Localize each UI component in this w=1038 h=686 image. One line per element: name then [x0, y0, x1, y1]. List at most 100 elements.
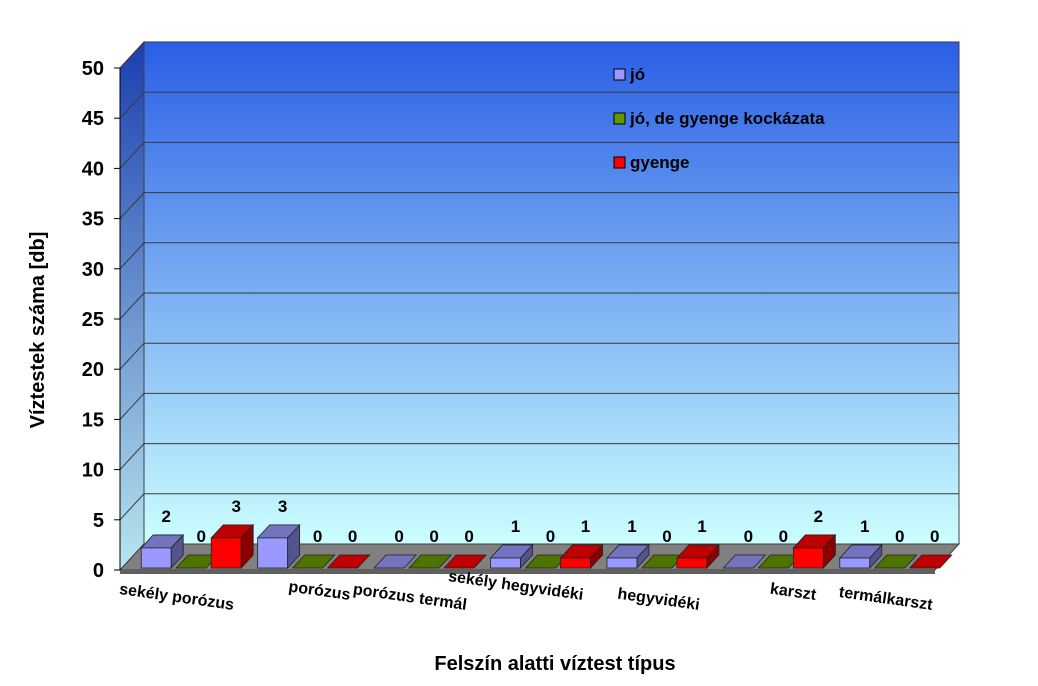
gridline	[119, 392, 959, 420]
bar	[326, 554, 371, 569]
data-label: 0	[744, 527, 753, 546]
bar	[792, 533, 837, 570]
legend-swatch	[613, 112, 626, 125]
legend-swatch	[613, 68, 626, 81]
legend-swatch	[613, 156, 626, 169]
x-tick-label: karszt	[769, 581, 818, 604]
gridline	[119, 242, 959, 270]
bar-top	[908, 554, 953, 569]
y-axis-title: Víztestek száma [db]	[27, 232, 49, 429]
data-label: 1	[697, 517, 706, 536]
data-label: 0	[394, 527, 403, 546]
data-label: 2	[161, 507, 170, 526]
bar-top	[873, 554, 918, 569]
x-tick-label: hegyvidéki	[616, 586, 700, 614]
bar-front	[560, 557, 591, 569]
x-tick-label: sekély porózus	[118, 581, 235, 614]
data-label: 1	[581, 517, 590, 536]
bar	[676, 543, 720, 570]
bar-front	[490, 557, 521, 569]
bar-front	[606, 557, 638, 569]
bar-top	[373, 554, 417, 569]
data-label: 0	[895, 527, 904, 546]
data-label: 0	[464, 527, 473, 546]
y-tick-label: 35	[82, 209, 104, 231]
gridlines	[119, 41, 959, 521]
bar-top	[408, 554, 452, 569]
legend-label: gyenge	[630, 153, 690, 172]
legend-label: jó, de gyenge kockázata	[629, 109, 825, 128]
data-label: 0	[196, 527, 205, 546]
data-label: 1	[511, 517, 520, 536]
data-labels: 2 0 3 3 0 0 0 0 0 1 0 1 1 0 1 0 0 2 1 0 0	[161, 497, 939, 546]
bar	[606, 543, 650, 570]
x-axis-title: Felszín alatti víztest típus	[434, 653, 675, 675]
data-label: 0	[662, 527, 671, 546]
gridline	[119, 342, 959, 370]
data-label: 0	[546, 527, 555, 546]
y-tick-label: 20	[82, 359, 104, 381]
bar	[722, 554, 767, 569]
data-label: 0	[429, 527, 438, 546]
y-tick-label: 10	[82, 460, 104, 482]
y-tick-label: 50	[82, 58, 104, 80]
y-tick-label: 25	[82, 309, 104, 331]
gridline	[119, 141, 959, 169]
bar	[256, 523, 301, 570]
data-label: 0	[779, 527, 788, 546]
y-tick-label: 15	[82, 409, 104, 431]
bar-side	[822, 533, 836, 570]
bar	[408, 554, 452, 569]
bar-front	[676, 557, 708, 569]
x-tick-label: termálkarszt	[838, 584, 934, 614]
bar-side	[706, 543, 720, 570]
bar-top	[722, 554, 767, 569]
bar	[291, 554, 336, 569]
gridline	[119, 91, 959, 119]
bar-side	[287, 523, 301, 570]
bar	[210, 523, 255, 570]
data-label: 2	[814, 507, 823, 526]
y-tick-label: 5	[93, 510, 104, 532]
gridline	[119, 192, 959, 219]
bar-side	[240, 523, 254, 570]
y-tick-label: 40	[82, 158, 104, 180]
bar	[140, 533, 185, 570]
bar-front	[792, 547, 824, 569]
data-label: 1	[860, 517, 869, 536]
gridline	[119, 443, 959, 470]
bar-top	[326, 554, 371, 569]
bar-top	[443, 554, 487, 569]
legend-label: jó	[629, 65, 645, 84]
bar	[873, 554, 918, 569]
bar-top	[291, 554, 336, 569]
bar-side	[590, 543, 603, 570]
bar	[838, 543, 883, 570]
y-tick-label: 30	[82, 259, 104, 281]
bar-front	[140, 547, 172, 569]
data-label: 3	[278, 497, 287, 516]
bar	[908, 554, 953, 569]
bar-front	[839, 557, 871, 569]
x-axis: sekély porózus porózus porózus termálsekél…	[118, 568, 934, 614]
data-label: 3	[231, 497, 240, 516]
floor-front	[120, 570, 935, 574]
y-tick-label: 45	[82, 108, 104, 130]
plot-walls	[119, 40, 960, 572]
y-axis: 0 5 10 15 20 25 30 35 40 45 50	[82, 58, 120, 582]
bar	[443, 554, 487, 569]
gridline	[119, 292, 959, 320]
bar-side	[869, 543, 883, 570]
data-label: 0	[348, 527, 357, 546]
y-tick-label: 0	[93, 560, 104, 582]
bar	[489, 543, 534, 570]
bar	[373, 554, 417, 569]
gridline	[119, 41, 959, 69]
legend: jó jó, de gyenge kockázata gyenge	[613, 65, 825, 172]
data-label: 0	[930, 527, 939, 546]
bar-front	[210, 537, 242, 569]
bar-side	[520, 543, 533, 570]
x-tick-label: porózus termál	[352, 581, 468, 614]
bar-side	[636, 543, 650, 570]
